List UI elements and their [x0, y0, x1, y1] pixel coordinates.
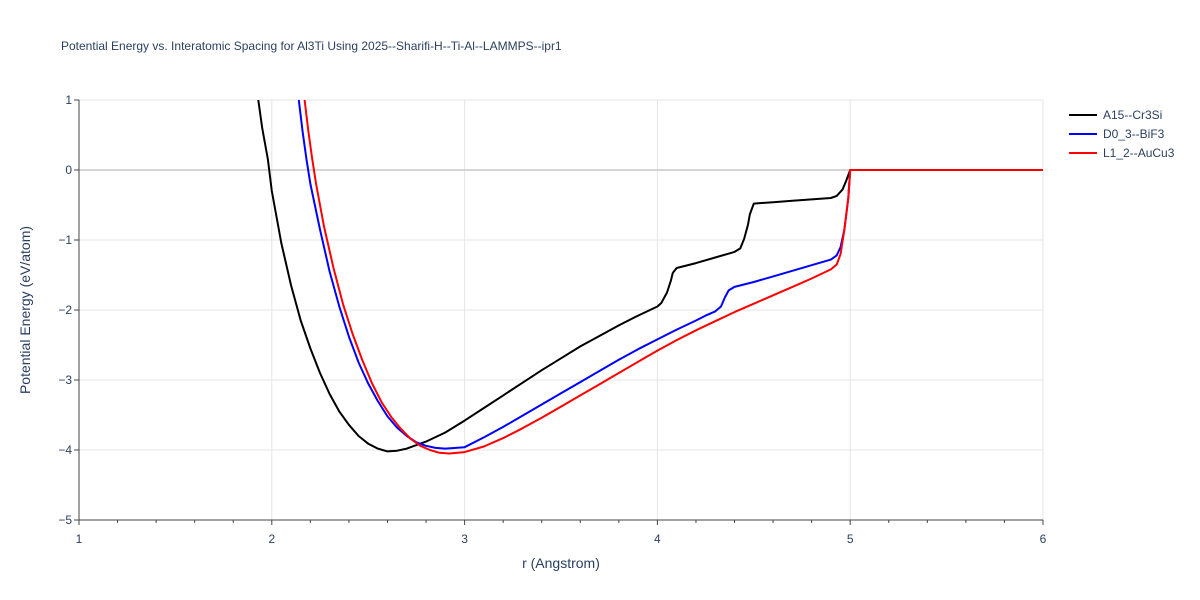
series-line-3 — [303, 100, 1043, 455]
x-tick-label: 4 — [654, 532, 661, 546]
legend-label: A15--Cr3Si — [1103, 108, 1162, 122]
y-tick-label: −5 — [58, 513, 72, 527]
y-tick-label: −4 — [58, 443, 72, 457]
grid — [79, 99, 1044, 520]
series-lines — [257, 100, 1043, 455]
legend-label: L1_2--AuCu3 — [1103, 146, 1175, 160]
x-tick-label: 1 — [76, 532, 83, 546]
y-tick-label: 0 — [65, 163, 72, 177]
x-tick-label: 5 — [847, 532, 854, 546]
y-tick-label: −1 — [58, 233, 72, 247]
series-line-2 — [297, 100, 1043, 450]
x-axis-title: r (Angstrom) — [522, 555, 600, 571]
x-tick-label: 3 — [461, 532, 468, 546]
tick-labels: 1 2 3 4 5 6 1 0 −1 −2 −3 −4 −5 — [58, 93, 1046, 546]
y-axis-title: Potential Energy (eV/atom) — [17, 226, 33, 394]
y-tick-label: 1 — [65, 93, 72, 107]
x-tick-label: 6 — [1040, 532, 1047, 546]
chart-title: Potential Energy vs. Interatomic Spacing… — [61, 39, 562, 53]
legend: A15--Cr3Si D0_3--BiF3 L1_2--AuCu3 — [1069, 108, 1175, 160]
y-tick-label: −3 — [58, 373, 72, 387]
axes — [74, 99, 1044, 525]
x-tick-label: 2 — [268, 532, 275, 546]
y-tick-label: −2 — [58, 303, 72, 317]
series-line-1 — [257, 100, 1043, 453]
legend-label: D0_3--BiF3 — [1103, 127, 1165, 141]
